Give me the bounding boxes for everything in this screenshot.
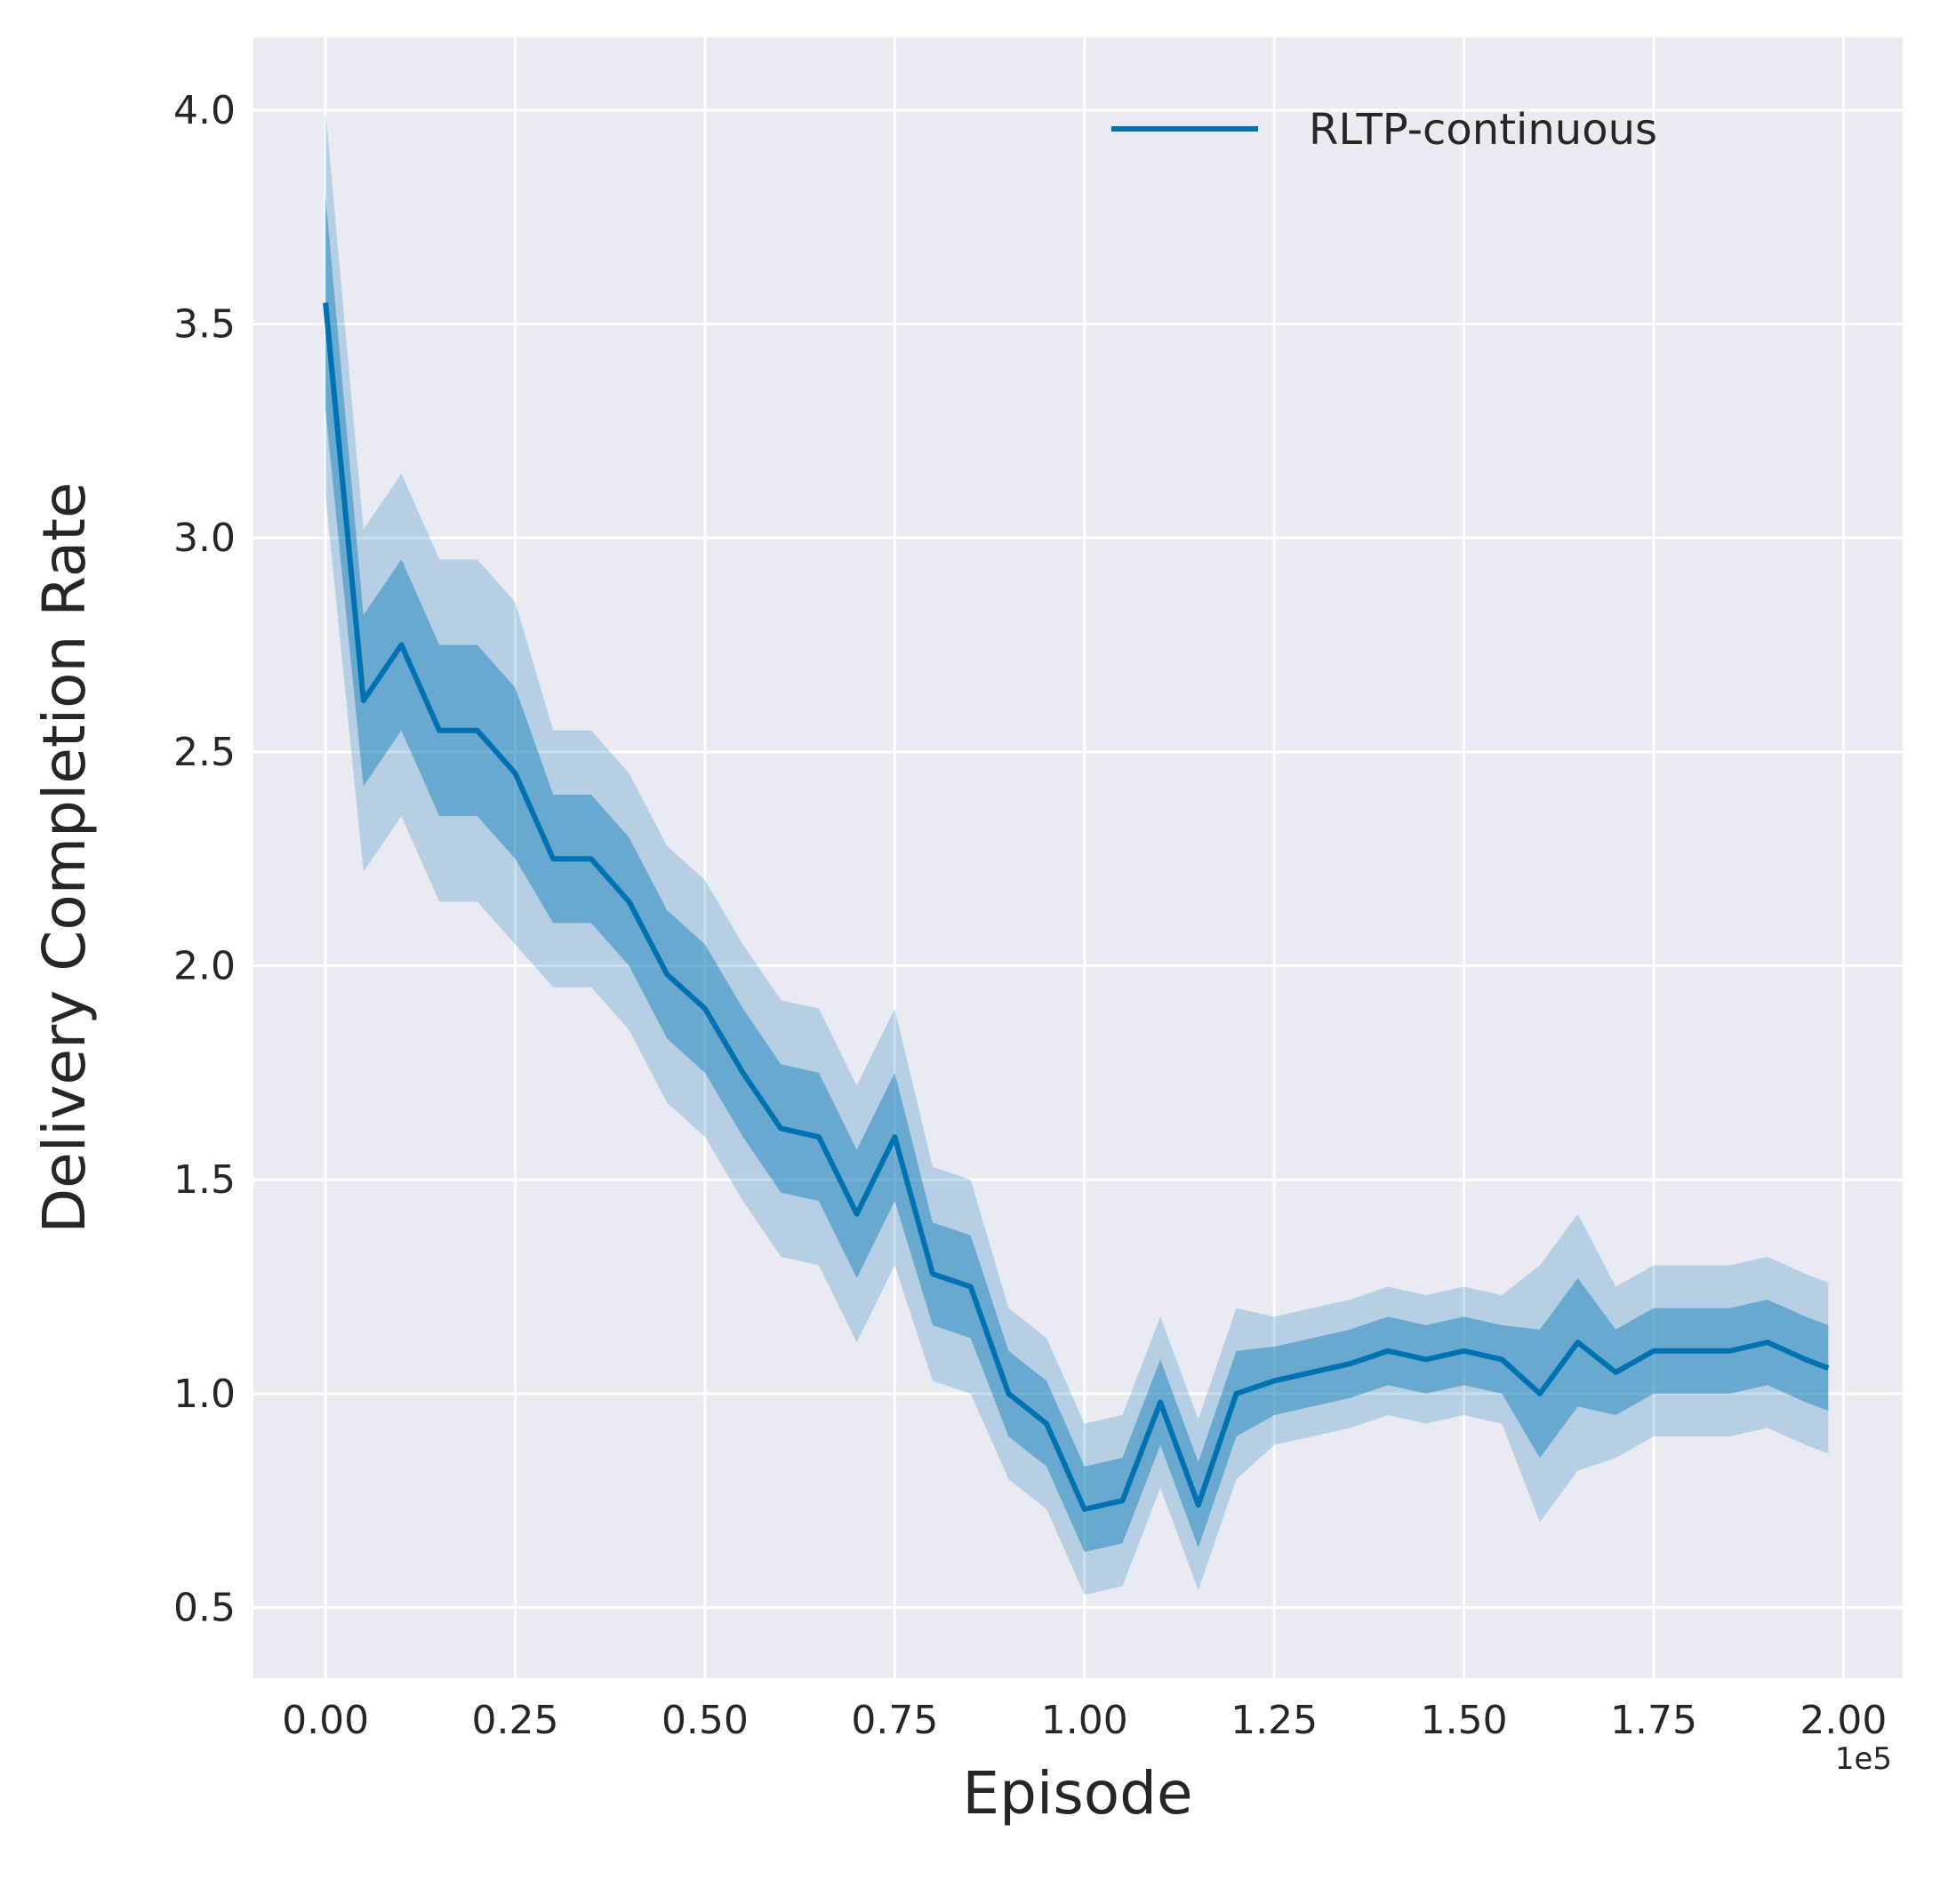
x-tick-label: 1.75 [1610, 1698, 1697, 1743]
y-tick-label: 4.0 [173, 88, 236, 133]
x-tick-label: 0.00 [282, 1698, 369, 1743]
ticks: 0.00 0.25 0.50 0.75 1.00 1.25 1.50 1.75 2.00 0.5 1… [173, 88, 1887, 1743]
y-tick-label: 2.0 [173, 944, 236, 989]
x-tick-label: 1.00 [1041, 1698, 1128, 1743]
x-tick-label: 2.00 [1800, 1698, 1887, 1743]
lines [323, 302, 1830, 1512]
x-tick-label: 1.25 [1231, 1698, 1318, 1743]
bands [325, 109, 1829, 1596]
x-axis-title: Episode [962, 1759, 1192, 1828]
grid [253, 37, 1903, 1678]
y-tick-label: 3.5 [173, 302, 236, 348]
plot-background [253, 37, 1903, 1678]
y-tick-label: 0.5 [173, 1586, 236, 1631]
x-tick-label: 1.50 [1421, 1698, 1508, 1743]
series-line [323, 302, 1830, 1512]
legend-label: RLTP-continuous [1309, 105, 1657, 155]
y-axis-title: Delivery Completion Rate [30, 482, 99, 1233]
y-tick-label: 1.5 [173, 1157, 236, 1203]
y-tick-label: 3.0 [173, 516, 236, 561]
x-tick-label: 0.50 [661, 1698, 749, 1743]
confidence-band [325, 196, 1829, 1553]
x-offset-label: 1e5 [1835, 1741, 1892, 1777]
x-tick-label: 0.75 [851, 1698, 938, 1743]
y-tick-label: 1.0 [173, 1372, 236, 1417]
legend: RLTP-continuous [1111, 105, 1657, 155]
x-tick-label: 0.25 [472, 1698, 559, 1743]
y-tick-label: 2.5 [173, 730, 236, 775]
confidence-band [325, 109, 1829, 1596]
